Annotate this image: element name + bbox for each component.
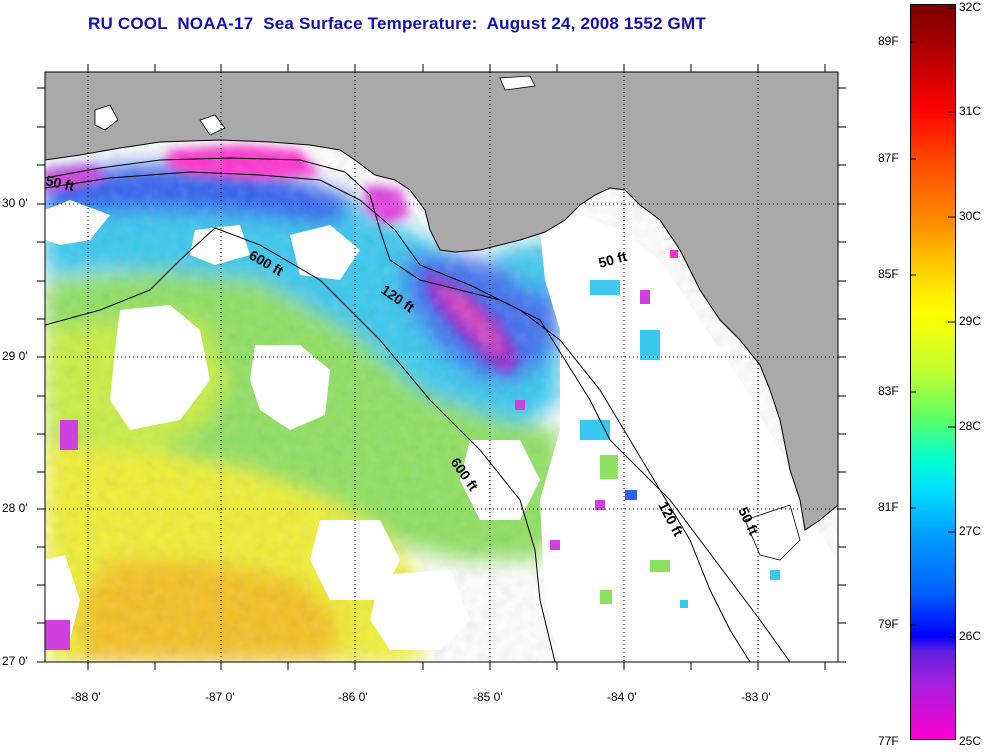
land-mass — [45, 72, 838, 531]
colorbar-c-label: 27C — [959, 524, 982, 538]
colorbar-c-label: 30C — [959, 209, 982, 223]
contour-label: 50 ft — [597, 248, 629, 271]
colorbar-c-label: 29C — [959, 314, 982, 328]
lon-label: -84 0' — [607, 690, 637, 704]
colorbar-c-label: 25C — [959, 734, 982, 748]
map-title: RU COOL NOAA-17 Sea Surface Temperature:… — [88, 14, 706, 33]
tick-marks — [37, 64, 846, 670]
colorbar-f-label: 81F — [878, 500, 899, 514]
lon-label: -88 0' — [71, 690, 101, 704]
colorbar-c-label: 31C — [959, 104, 982, 118]
colorbar-f-label: 79F — [878, 617, 899, 631]
colorbar-f-label: 83F — [878, 384, 899, 398]
scattered-pixels — [45, 250, 780, 650]
colorbar-f-label: 77F — [878, 734, 899, 748]
lat-label: 29 0' — [2, 349, 28, 363]
colorbar-c-label: 26C — [959, 629, 982, 643]
plot-frame — [44, 71, 839, 663]
grid-lines — [45, 72, 838, 662]
lat-label: 28 0' — [2, 501, 28, 515]
depth-contours — [45, 157, 791, 662]
colorbar-c-label: 32C — [959, 0, 982, 14]
colorbar-c-label: 28C — [959, 419, 982, 433]
lon-label: -85 0' — [473, 690, 503, 704]
colorbar-f-label: 87F — [878, 151, 899, 165]
lat-label: 27 0' — [2, 654, 28, 668]
temperature-colorbar — [910, 4, 956, 740]
colorbar-f-label: 89F — [878, 34, 899, 48]
lon-label: -83 0' — [741, 690, 771, 704]
colorbar-f-label: 85F — [878, 267, 899, 281]
lon-label: -87 0' — [205, 690, 235, 704]
lat-label: 30 0' — [2, 196, 28, 210]
lon-label: -86 0' — [338, 690, 368, 704]
contour-label: 50 ft — [44, 172, 76, 194]
